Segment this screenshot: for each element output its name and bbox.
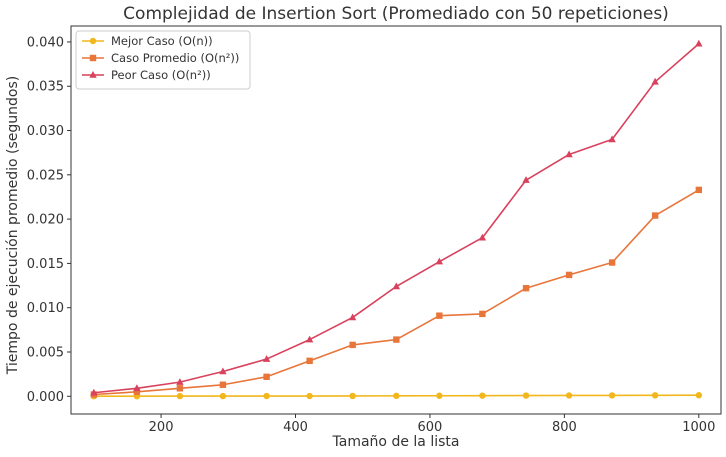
legend-label: Peor Caso (O(n²)) [111, 68, 211, 82]
data-point [348, 313, 357, 321]
data-point [306, 357, 313, 365]
x-tick-label: 400 [283, 420, 308, 435]
series-layer [90, 39, 703, 400]
series-2 [90, 186, 703, 398]
legend: Mejor Caso (O(n)) Caso Promedio (O(n²)) Pe… [75, 30, 251, 90]
series-3 [90, 39, 703, 396]
data-point [651, 77, 659, 85]
data-point [695, 39, 703, 47]
data-point [263, 373, 270, 380]
data-point [176, 378, 184, 385]
data-point [219, 381, 227, 388]
data-point [478, 233, 487, 241]
x-tick-label: 800 [552, 420, 577, 435]
data-point [349, 392, 356, 400]
data-point [306, 392, 313, 400]
data-point [219, 367, 227, 375]
data-point [436, 392, 443, 399]
data-point [133, 384, 141, 392]
data-point [133, 388, 141, 396]
y-tick-label: 0.030 [27, 124, 64, 139]
data-point [565, 392, 573, 399]
data-point [565, 271, 573, 279]
series-line [93, 189, 700, 396]
legend-box [75, 30, 251, 90]
data-point [608, 135, 616, 143]
data-point [393, 392, 400, 400]
x-axis: 200 400 600 800 1000 [149, 414, 715, 435]
x-tick-label: 600 [418, 420, 443, 435]
data-point [522, 392, 530, 399]
data-point [176, 392, 184, 400]
data-point [392, 282, 401, 290]
data-point [651, 392, 659, 399]
data-point [176, 385, 184, 392]
y-tick-label: 0.025 [27, 168, 64, 183]
data-point [436, 312, 443, 319]
chart-title: Complejidad de Insertion Sort (Promediad… [123, 4, 669, 24]
data-point [349, 341, 356, 349]
data-point [522, 176, 530, 183]
y-axis: 0.000 0.005 0.010 0.015 0.020 0.025 0.030 0.035… [27, 35, 71, 405]
legend-label: Caso Promedio (O(n²)) [111, 51, 239, 65]
y-tick-label: 0.035 [27, 80, 64, 95]
data-point [263, 392, 270, 400]
series-1 [90, 392, 703, 400]
data-point [435, 257, 444, 265]
x-tick-label: 1000 [682, 420, 715, 435]
data-point [565, 150, 573, 158]
data-point [393, 336, 400, 343]
y-tick-label: 0.010 [27, 301, 64, 316]
legend-entry: Caso Promedio (O(n²)) [82, 51, 239, 65]
data-point [305, 335, 314, 343]
data-point [479, 392, 486, 399]
data-point [90, 388, 98, 396]
x-tick-label: 200 [149, 420, 174, 435]
y-tick-label: 0.015 [27, 257, 64, 272]
legend-marker [89, 54, 97, 62]
legend-entry: Mejor Caso (O(n)) [82, 34, 213, 48]
legend-entry: Peor Caso (O(n²)) [82, 68, 211, 82]
legend-marker [89, 71, 97, 78]
y-axis-label: Tiempo de ejecución promedio (segundos) [5, 76, 21, 375]
y-tick-label: 0.020 [27, 213, 64, 228]
y-tick-label: 0.040 [27, 35, 64, 50]
legend-marker [89, 37, 97, 45]
data-point [695, 392, 703, 399]
data-point [695, 186, 703, 194]
data-point [608, 392, 616, 399]
plot-area [70, 25, 722, 415]
data-point [608, 259, 616, 266]
data-point [479, 310, 486, 318]
y-tick-label: 0.000 [27, 390, 64, 405]
data-point [262, 355, 271, 362]
y-tick-label: 0.005 [27, 345, 64, 360]
data-point [651, 212, 659, 219]
x-axis-label: Tamaño de la lista [332, 434, 460, 450]
data-point [219, 392, 227, 400]
data-point [522, 285, 530, 292]
legend-label: Mejor Caso (O(n)) [111, 34, 213, 48]
